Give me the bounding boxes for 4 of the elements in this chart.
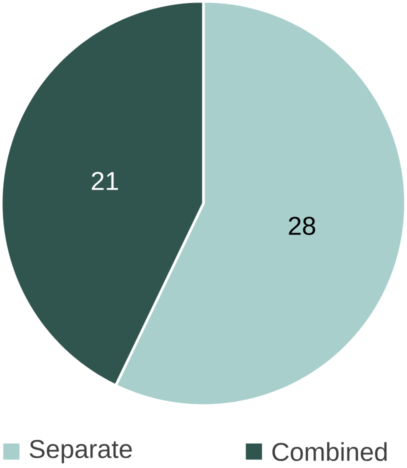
legend-label: Separate bbox=[30, 440, 132, 464]
legend-label: Combined bbox=[272, 442, 387, 462]
data-label: 21 bbox=[92, 172, 118, 190]
data-label: 28 bbox=[289, 216, 316, 235]
